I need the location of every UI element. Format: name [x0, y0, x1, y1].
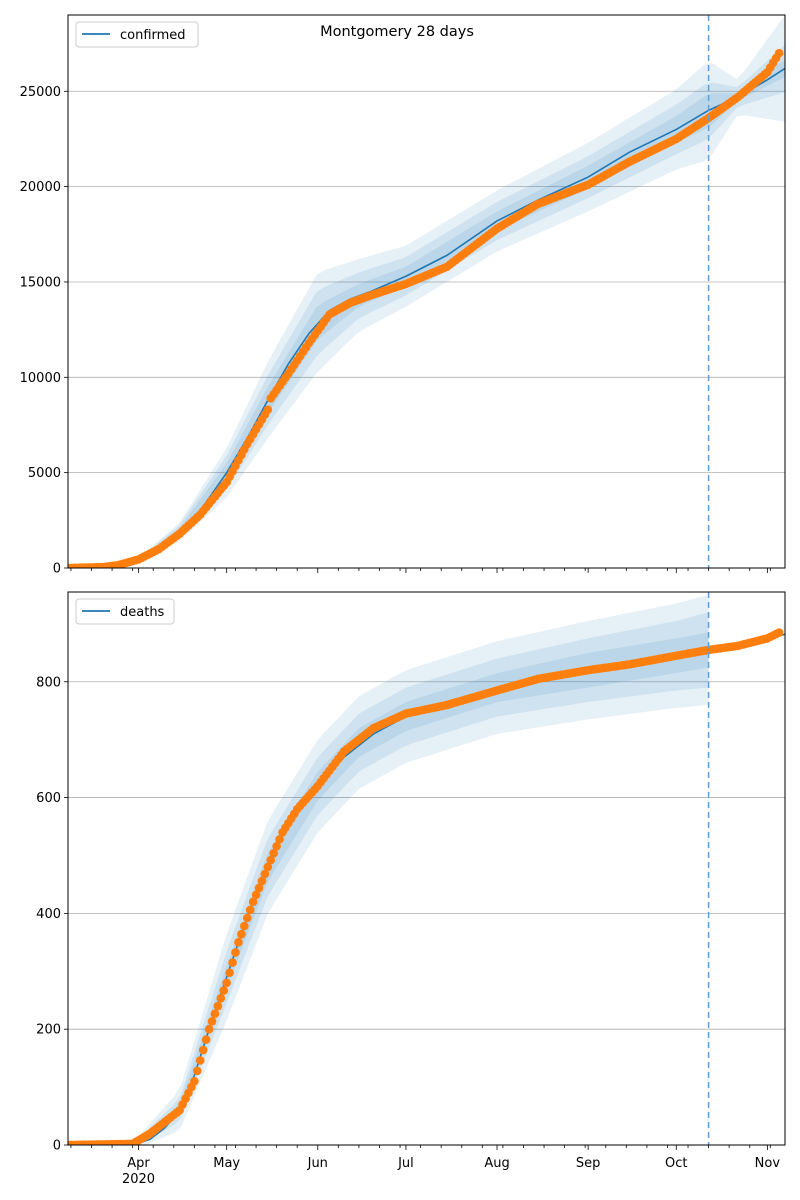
- observed-point: [192, 1066, 202, 1076]
- y-tick-label: 600: [36, 791, 61, 806]
- observed-point: [266, 855, 276, 865]
- legend: confirmed: [75, 21, 199, 48]
- observed-point: [275, 834, 284, 844]
- uncertainty-band-2: [138, 612, 709, 1145]
- observed-point: [190, 1077, 199, 1086]
- observed-point: [774, 628, 784, 637]
- observed-point: [225, 968, 234, 978]
- observed-point: [269, 848, 278, 858]
- y-tick-label: 15000: [20, 275, 61, 290]
- observed-point: [263, 862, 273, 872]
- observed-point: [257, 876, 267, 886]
- x-month-label: Aug: [484, 1156, 509, 1171]
- axes-frame: [67, 14, 786, 569]
- observed-point: [240, 921, 249, 931]
- x-month-label: Sep: [576, 1156, 601, 1171]
- observed-point: [248, 897, 258, 907]
- uncertainty-band-3: [138, 15, 785, 561]
- y-tick-label: 25000: [20, 85, 61, 100]
- observed-point: [260, 869, 270, 879]
- observed-point: [201, 1035, 211, 1044]
- observed-point: [228, 958, 237, 967]
- observed-point: [231, 948, 240, 957]
- y-tick-label: 10000: [20, 371, 61, 386]
- plot-area: [68, 594, 785, 1145]
- observed-point: [237, 929, 246, 939]
- x-year-label: 2020: [122, 1172, 155, 1187]
- axes-frame: [67, 591, 786, 1146]
- deaths-panel: 0 200 400 600 800 deaths: [36, 591, 786, 1154]
- observed-point: [222, 978, 231, 988]
- observed-point: [207, 1017, 217, 1026]
- legend-box: [75, 598, 175, 625]
- x-month-label: Nov: [755, 1156, 781, 1171]
- observed-point: [774, 48, 784, 58]
- figure-title: Montgomery 28 days: [320, 24, 474, 40]
- observed-point: [272, 841, 281, 851]
- observed-point: [210, 1009, 220, 1019]
- observed-point: [263, 405, 273, 415]
- observed-point: [242, 913, 252, 923]
- y-tick-label: 800: [36, 675, 61, 690]
- x-month-label: Jun: [307, 1156, 328, 1171]
- legend: deaths: [75, 598, 175, 625]
- y-tick-label: 0: [53, 562, 61, 577]
- observed-point: [251, 890, 261, 900]
- y-tick-label: 400: [36, 907, 61, 922]
- y-tick-label: 0: [53, 1139, 61, 1154]
- x-month-label: May: [213, 1156, 240, 1171]
- observed-point: [204, 1024, 214, 1034]
- x-month-label: Oct: [665, 1156, 687, 1171]
- observed-point: [195, 1056, 205, 1065]
- observed-point: [219, 986, 229, 995]
- confirmed-panel: 0 5000 10000 15000 20000 25000 confirmed: [20, 14, 786, 577]
- legend-label: confirmed: [120, 28, 186, 43]
- legend-label: deaths: [120, 605, 165, 620]
- observed-point: [216, 994, 226, 1003]
- x-month-label: Apr: [127, 1156, 150, 1171]
- legend-box: [75, 21, 199, 48]
- y-tick-label: 5000: [28, 466, 61, 481]
- uncertainty-band-2: [138, 44, 785, 561]
- uncertainty-band-3: [138, 594, 709, 1145]
- observed-point: [213, 1001, 223, 1011]
- plot-area: [68, 15, 785, 568]
- observed-point: [198, 1045, 208, 1055]
- x-month-label: Jul: [397, 1156, 414, 1171]
- y-tick-label: 20000: [20, 180, 61, 195]
- observed-point: [254, 883, 264, 893]
- observed-point: [234, 938, 243, 947]
- observed-point: [245, 905, 255, 915]
- y-tick-label: 200: [36, 1023, 61, 1038]
